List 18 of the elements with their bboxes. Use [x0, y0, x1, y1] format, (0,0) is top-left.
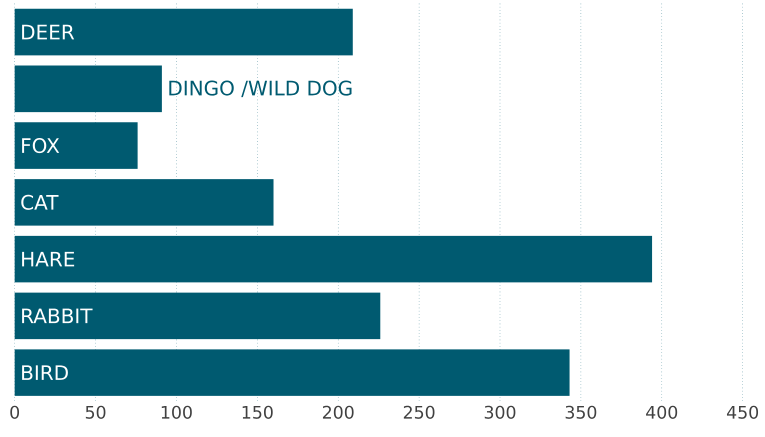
- bar: [14, 122, 138, 169]
- x-tick-label: 50: [86, 406, 106, 419]
- x-tick-label: 200: [322, 406, 354, 419]
- y-tick-label: RABBIT: [22, 308, 93, 324]
- x-tick-label: 0: [10, 406, 20, 419]
- y-tick-label: HARE: [22, 252, 74, 266]
- y-tick-label: BIRD: [22, 365, 68, 380]
- x-tick-label: 450: [726, 406, 758, 419]
- y-tick-label: CAT: [21, 194, 59, 210]
- x-tick-label: 100: [162, 406, 192, 419]
- y-tick-label: DINGO /WILD DOG: [169, 80, 352, 98]
- y-tick-label: DEER: [22, 24, 74, 40]
- y-tick-label: FOX: [22, 138, 60, 154]
- x-tick-label: 350: [566, 406, 596, 419]
- x-tick-label: 250: [404, 406, 434, 419]
- x-tick-label: 150: [242, 406, 273, 419]
- x-tick-label: 300: [484, 406, 516, 419]
- x-tick-label: 400: [646, 406, 678, 419]
